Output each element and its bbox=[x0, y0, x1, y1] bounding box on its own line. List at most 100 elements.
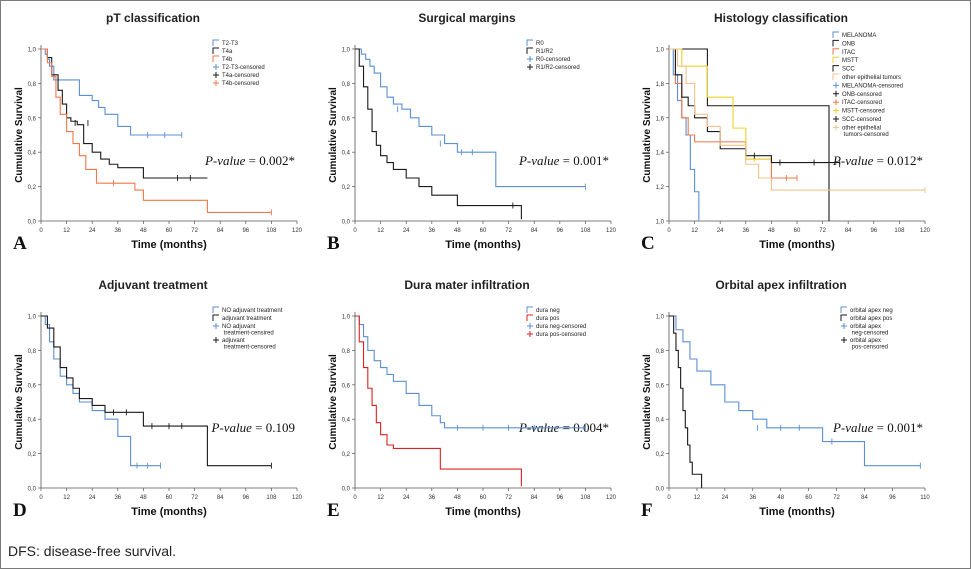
legend-item: ITAC bbox=[832, 48, 856, 56]
legend-item: R0-censored bbox=[527, 56, 570, 63]
p-value: P-value = 0.001* bbox=[832, 420, 923, 435]
x-tick-label: 72 bbox=[833, 495, 840, 501]
legend-item: ONB-censored bbox=[833, 90, 882, 98]
legend-censor-swatch bbox=[841, 337, 847, 343]
p-value: P-value = 0.002* bbox=[204, 153, 295, 168]
x-tick-label: 60 bbox=[166, 495, 173, 501]
x-tick-label: 84 bbox=[531, 228, 538, 234]
legend-label: ONB bbox=[842, 41, 855, 47]
legend-item: dura neg-censored bbox=[527, 323, 586, 330]
x-tick-label: 48 bbox=[777, 495, 784, 501]
legend-label: other epithelial tumors-censored bbox=[842, 125, 889, 137]
x-axis-label: Time (months) bbox=[131, 239, 207, 251]
y-tick-label: 1,0 bbox=[342, 315, 351, 321]
y-tick-label: 0,4 bbox=[28, 418, 37, 424]
p-value: P-value = 0.109 bbox=[210, 420, 295, 435]
legend-item: NO adjuvant treatment-censired bbox=[213, 323, 274, 337]
legend-item: NO adjuvant treatment bbox=[212, 306, 283, 314]
x-tick-label: 108 bbox=[266, 228, 277, 234]
panel-letter: C bbox=[641, 233, 655, 254]
legend-swatch bbox=[526, 39, 533, 46]
p-value-number: 0.001* bbox=[573, 153, 609, 168]
legend-label: SCC bbox=[842, 67, 855, 73]
legend-item: other epithelial tumors-censored bbox=[833, 124, 889, 138]
y-tick-label: 1,0 bbox=[28, 315, 37, 321]
panel-a: pT classification 0,0 0,2 0,4 0,6 0,8 1,0 0 12 24… bbox=[9, 7, 319, 269]
y-tick-label: 1,2 bbox=[656, 185, 665, 191]
chart-title: Adjuvant treatment bbox=[98, 278, 207, 292]
y-tick-label: 0,8 bbox=[342, 349, 351, 355]
panel-c: Histology classification 1,0 1,2 1,4 1,6 1,8 1… bbox=[637, 7, 947, 269]
y-tick-label: 1,0 bbox=[342, 48, 351, 54]
legend-censor-swatch bbox=[833, 82, 839, 89]
legend-item: MELANOMA-censored bbox=[833, 82, 903, 89]
legend-label: MELANOMA bbox=[842, 33, 876, 39]
x-tick-label: 110 bbox=[920, 495, 930, 501]
legend-swatch bbox=[526, 306, 533, 313]
y-tick-label: 0,0 bbox=[28, 220, 37, 226]
y-tick-label: 0,4 bbox=[342, 418, 351, 424]
x-tick-label: 36 bbox=[749, 495, 756, 501]
x-axis-label: Time (months) bbox=[759, 506, 835, 518]
x-tick-label: 36 bbox=[742, 228, 749, 234]
legend-label: R1/R2-censored bbox=[536, 65, 580, 71]
x-tick-label: 72 bbox=[819, 228, 826, 234]
legend-censor-swatch bbox=[213, 323, 219, 329]
y-tick-label: 0,6 bbox=[28, 116, 37, 122]
legend-label: adjuvant treatment bbox=[222, 316, 272, 322]
legend-label: MELANOMA-censored bbox=[842, 83, 903, 89]
y-tick-label: 0,2 bbox=[342, 452, 351, 458]
legend-censor-swatch bbox=[833, 124, 839, 131]
x-tick-label: 36 bbox=[114, 495, 121, 501]
legend-label: NO adjuvant treatment-censired bbox=[222, 324, 274, 337]
x-tick-label: 60 bbox=[480, 228, 487, 234]
chart-title: pT classification bbox=[106, 11, 200, 25]
legend-label: dura pos-censored bbox=[536, 332, 586, 338]
y-tick-label: 0,8 bbox=[28, 82, 37, 88]
x-tick-label: 12 bbox=[63, 228, 70, 234]
legend-label: R1/R2 bbox=[536, 49, 554, 55]
survival-curve-mstt bbox=[669, 48, 772, 160]
survival-curve-onb bbox=[669, 48, 830, 221]
legend-label: ITAC bbox=[842, 50, 856, 56]
x-tick-label: 72 bbox=[191, 495, 198, 501]
legend-censor-swatch bbox=[527, 323, 533, 329]
y-axis-label: Cumulative Survival bbox=[328, 87, 339, 183]
legend-label: R0-censored bbox=[536, 57, 570, 63]
y-tick-label: 0,6 bbox=[28, 383, 37, 389]
y-axis-label: Cumulative Survival bbox=[642, 87, 653, 183]
x-tick-label: 72 bbox=[191, 228, 198, 234]
y-axis-label: Cumulative Survival bbox=[642, 354, 653, 450]
legend-item: other epithelial tumors bbox=[832, 73, 901, 81]
legend-censor-swatch bbox=[833, 116, 839, 122]
x-tick-label: 36 bbox=[428, 495, 435, 501]
survival-curve-t4a bbox=[41, 48, 208, 179]
legend-swatch bbox=[832, 73, 839, 80]
x-tick-label: 48 bbox=[140, 495, 147, 501]
survival-curve-dura-neg bbox=[355, 315, 586, 429]
y-tick-label: 0,4 bbox=[28, 151, 37, 157]
legend-censor-swatch bbox=[527, 56, 533, 62]
panel-letter: E bbox=[327, 500, 340, 521]
p-value-number: 0.001* bbox=[887, 420, 923, 435]
survival-curve-no-adjuvant-treatment bbox=[41, 315, 161, 467]
x-axis-label: Time (months) bbox=[445, 506, 521, 518]
x-tick-label: 120 bbox=[606, 228, 617, 234]
y-tick-label: 1,0 bbox=[656, 220, 665, 226]
legend-item: MSTT bbox=[832, 56, 859, 64]
y-tick-label: 0,0 bbox=[656, 487, 665, 493]
legend-item: orbital apex pos-censored bbox=[841, 337, 888, 351]
x-tick-label: 96 bbox=[242, 495, 249, 501]
legend-swatch bbox=[832, 39, 839, 47]
legend-swatch bbox=[212, 39, 219, 46]
y-tick-label: 0,2 bbox=[656, 452, 665, 458]
chart-title: Surgical margins bbox=[418, 11, 516, 25]
legend-label: dura neg bbox=[536, 308, 560, 314]
legend-censor-swatch bbox=[527, 64, 533, 70]
legend-item: R0 bbox=[526, 39, 544, 47]
legend-label: SCC-censored bbox=[842, 117, 881, 123]
legend-item: adjuvant treatment-censored bbox=[213, 337, 276, 351]
panel-letter: D bbox=[13, 500, 27, 521]
legend-item: R1/R2 bbox=[526, 47, 554, 55]
